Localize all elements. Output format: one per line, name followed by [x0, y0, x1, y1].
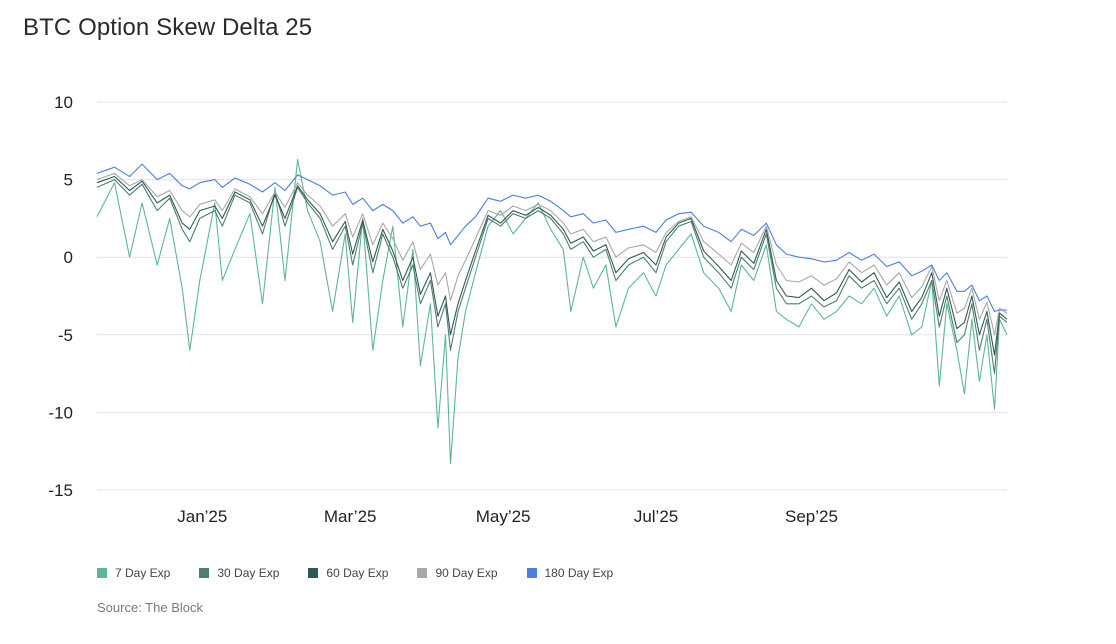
x-tick-label: May’25 — [476, 507, 531, 526]
series-lines — [96, 158, 1008, 465]
legend-item: 30 Day Exp — [199, 566, 279, 580]
x-tick-label: Jan’25 — [177, 507, 227, 526]
legend-swatch — [526, 568, 537, 578]
legend-label: 7 Day Exp — [115, 566, 171, 580]
legend-label: 90 Day Exp — [435, 566, 498, 580]
x-tick-label: Mar’25 — [324, 507, 377, 526]
x-tick-label: Sep’25 — [785, 507, 838, 526]
x-tick-label: Jul’25 — [634, 507, 678, 526]
chart-legend: 7 Day Exp 30 Day Exp 60 Day Exp 90 Day Exp 1… — [97, 566, 642, 580]
source-note: Source: The Block — [97, 600, 203, 615]
chart-title: BTC Option Skew Delta 25 — [23, 14, 313, 41]
series-line-180-day-exp — [96, 163, 1007, 313]
y-tick-label: 5 — [64, 171, 73, 190]
legend-item: 90 Day Exp — [417, 566, 498, 580]
legend-item: 60 Day Exp — [308, 566, 388, 580]
series-line-30-day-exp — [96, 179, 1008, 375]
series-line-90-day-exp — [96, 172, 1008, 336]
line-chart: 10 5 0 -5 -10 -15 Jan’25 Mar’25 May’25 Jul’25 Sep… — [48, 93, 1008, 526]
legend-label: 180 Day Exp — [544, 566, 614, 580]
y-tick-label: -10 — [48, 403, 73, 422]
legend-swatch — [97, 568, 107, 578]
legend-swatch — [308, 568, 319, 578]
legend-label: 30 Day Exp — [217, 566, 280, 580]
y-tick-label: 10 — [54, 93, 73, 112]
y-tick-label: -15 — [48, 481, 73, 500]
x-axis: Jan’25 Mar’25 May’25 Jul’25 Sep’25 — [177, 507, 838, 526]
series-line-60-day-exp — [96, 175, 1008, 356]
series-line-7-day-exp — [96, 158, 1008, 465]
legend-swatch — [417, 568, 428, 578]
y-axis: 10 5 0 -5 -10 -15 — [48, 93, 73, 500]
legend-item: 7 Day Exp — [97, 566, 170, 580]
gridlines — [97, 101, 1007, 491]
y-tick-label: 0 — [64, 248, 73, 267]
legend-swatch — [199, 568, 210, 578]
legend-item: 180 Day Exp — [526, 566, 614, 580]
legend-label: 60 Day Exp — [326, 566, 389, 580]
y-tick-label: -5 — [58, 326, 73, 345]
